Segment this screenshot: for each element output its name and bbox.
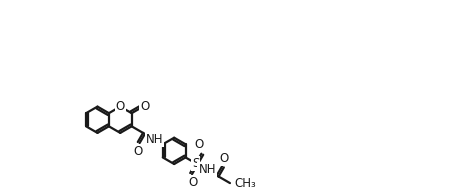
Text: O: O xyxy=(140,100,149,113)
Text: O: O xyxy=(194,138,203,151)
Text: O: O xyxy=(115,100,125,113)
Text: NH: NH xyxy=(146,133,163,146)
Text: O: O xyxy=(133,145,142,158)
Text: CH₃: CH₃ xyxy=(234,177,256,190)
Text: O: O xyxy=(188,176,197,189)
Text: S: S xyxy=(192,157,200,170)
Text: O: O xyxy=(219,152,229,165)
Text: NH: NH xyxy=(198,163,216,176)
